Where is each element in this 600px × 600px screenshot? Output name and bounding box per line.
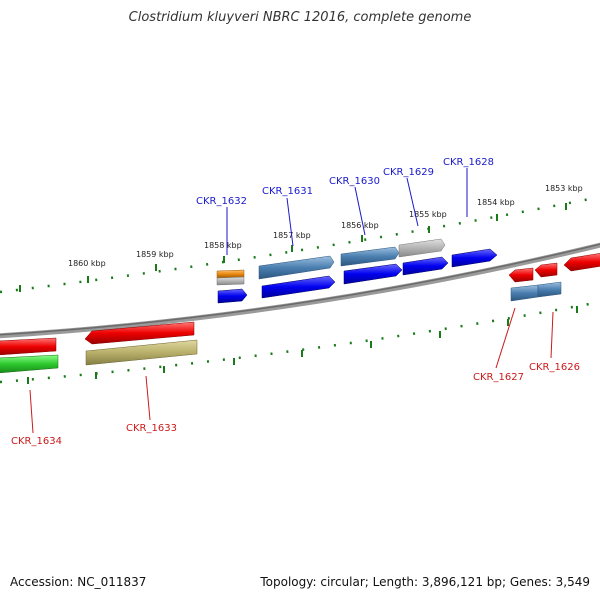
feature-green-ckr-1634[interactable] <box>0 354 59 374</box>
gene-label-ckr-1633[interactable]: CKR_1633 <box>126 423 177 434</box>
forward-scale-track <box>0 195 600 294</box>
cds-reverse-ckr-1634[interactable] <box>0 337 57 356</box>
feature-steelblue-ckr-1627[interactable] <box>510 284 539 302</box>
gene-label-ckr-1627[interactable]: CKR_1627 <box>473 372 524 383</box>
gene-label-ckr-1634[interactable]: CKR_1634 <box>11 436 62 447</box>
cds-reverse-right-3[interactable] <box>563 253 600 272</box>
cds-forward-ckr-1628[interactable] <box>451 248 498 268</box>
feature-steelblue-ckr-1630[interactable] <box>340 246 400 267</box>
cds-reverse-ckr-1633[interactable] <box>84 321 195 345</box>
forward-feature-row-1 <box>216 238 446 286</box>
scale-label-1856: 1856 kbp <box>341 221 379 230</box>
scale-label-1854: 1854 kbp <box>477 198 515 207</box>
scale-label-1860: 1860 kbp <box>68 259 106 268</box>
cds-reverse-right-2[interactable] <box>534 262 558 278</box>
gene-label-ckr-1628[interactable]: CKR_1628 <box>443 157 494 168</box>
feature-olive-ckr-1633[interactable] <box>85 339 198 366</box>
feature-grey-ckr-1629[interactable] <box>398 238 446 258</box>
gene-label-ckr-1631[interactable]: CKR_1631 <box>262 186 313 197</box>
gene-label-ckr-1626[interactable]: CKR_1626 <box>529 362 580 373</box>
gene-label-ckr-1632[interactable]: CKR_1632 <box>196 196 247 207</box>
reverse-cds-left <box>0 321 198 374</box>
scale-label-1853: 1853 kbp <box>545 184 583 193</box>
scale-label-1858: 1858 kbp <box>204 241 242 250</box>
scale-label-1859: 1859 kbp <box>136 250 174 259</box>
gene-label-ckr-1630[interactable]: CKR_1630 <box>329 176 380 187</box>
feature-steelblue-ckr-1631[interactable] <box>258 255 335 280</box>
feature-steelblue-ckr-1626[interactable] <box>537 281 562 298</box>
genome-title: Clostridium kluyveri NBRC 12016, complet… <box>128 10 472 25</box>
cds-forward-ckr-1629[interactable] <box>402 256 449 276</box>
genome-backbone <box>0 242 600 339</box>
feature-orange-ckr-1632[interactable] <box>216 269 245 279</box>
scale-label-1855: 1855 kbp <box>409 210 447 219</box>
genome-summary-text: Topology: circular; Length: 3,896,121 bp… <box>260 575 590 589</box>
cds-forward-ckr-1630[interactable] <box>343 263 403 285</box>
reverse-label-leaders <box>29 307 554 434</box>
forward-major-ticks <box>19 203 567 292</box>
forward-label-leaders <box>226 168 468 255</box>
cds-forward-ckr-1631[interactable] <box>261 275 336 299</box>
forward-cds-row <box>217 248 498 304</box>
feature-grey-ckr-1632[interactable] <box>216 276 245 286</box>
gene-label-ckr-1629[interactable]: CKR_1629 <box>383 167 434 178</box>
reverse-cds-right <box>508 253 600 302</box>
accession-text: Accession: NC_011837 <box>10 575 147 589</box>
cds-reverse-right-1[interactable] <box>508 267 534 283</box>
reverse-major-ticks <box>27 306 578 384</box>
cds-forward-ckr-1632[interactable] <box>217 288 248 304</box>
